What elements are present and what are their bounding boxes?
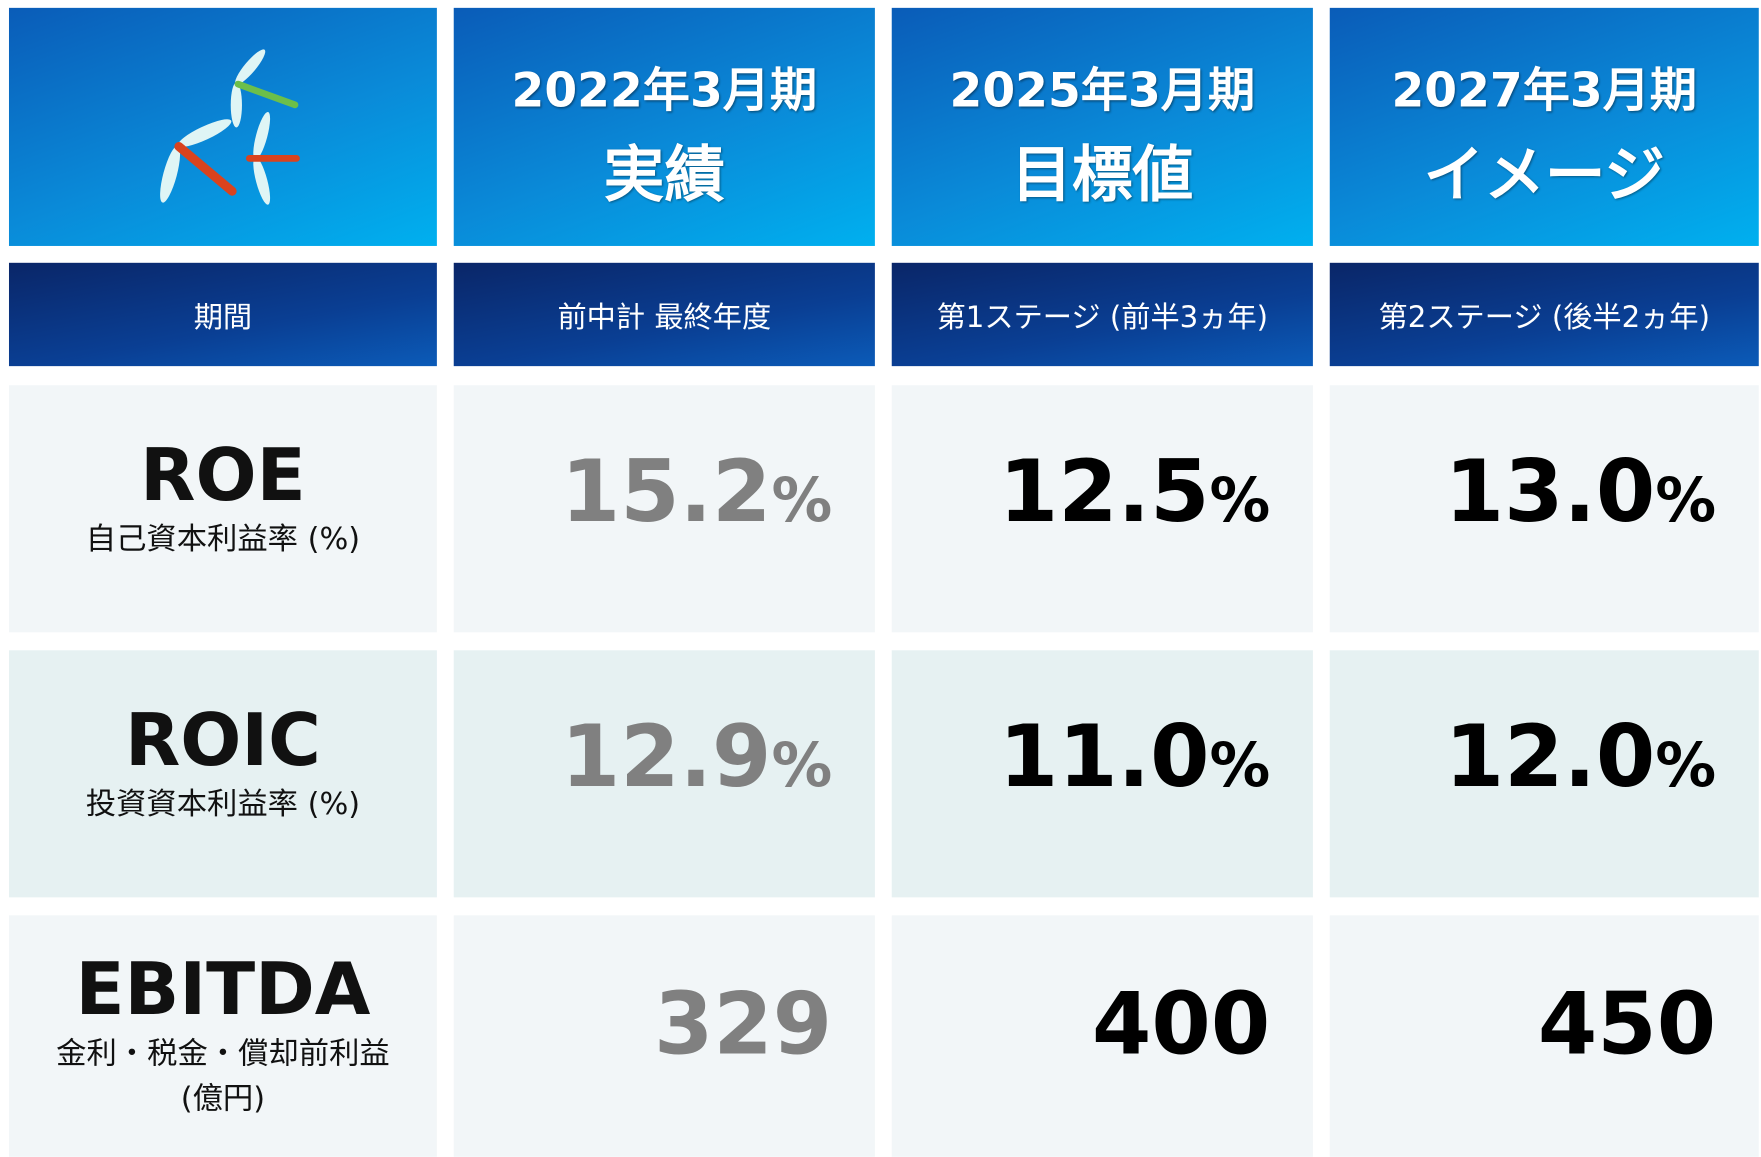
metric-value: 15.2 [560, 441, 772, 542]
metric-value: 400 [1092, 973, 1271, 1074]
icon-cell [8, 7, 437, 246]
metric-value-cell: 450 [1329, 915, 1759, 1157]
metric-unit: % [1655, 464, 1717, 536]
metric-value-cell: 15.2% [453, 385, 875, 633]
row-label-cell: EBITDA 金利・税金・償却前利益 (億円) [8, 915, 437, 1157]
period-value: 前中計 最終年度 [453, 262, 875, 367]
column-title: 目標値 [1011, 139, 1194, 211]
column-header: 2025年3月期目標値 [891, 7, 1313, 246]
metric-description: 金利・税金・償却前利益 (億円) [56, 1036, 390, 1117]
column-title: 実績 [603, 139, 725, 211]
metric-value-cell: 400 [891, 915, 1313, 1157]
dragonfly-icon [160, 49, 300, 205]
metric-value: 11.0 [998, 706, 1210, 807]
period-value: 第2ステージ (後半2ヵ年) [1329, 262, 1759, 367]
metric-value: 12.9 [560, 706, 772, 807]
period-label: 期間 [8, 262, 437, 367]
metric-value-cell: 12.0% [1329, 650, 1759, 898]
metric-unit: % [771, 464, 833, 536]
metric-value: 12.5 [998, 441, 1210, 542]
metric-value-cell: 329 [453, 915, 875, 1157]
metric-value-cell: 12.9% [453, 650, 875, 898]
column-header: 2027年3月期イメージ [1329, 7, 1759, 246]
metric-name: ROE [140, 434, 306, 518]
column-year: 2022年3月期 [511, 62, 818, 118]
column-header: 2022年3月期実績 [453, 7, 875, 246]
metric-description: 投資資本利益率 (%) [85, 787, 361, 823]
metric-unit: % [1655, 730, 1717, 801]
column-year: 2027年3月期 [1391, 62, 1698, 118]
metric-name: ROIC [124, 699, 321, 783]
metric-value-cell: 13.0% [1329, 385, 1759, 633]
column-title: イメージ [1423, 139, 1665, 211]
metric-name: EBITDA [75, 949, 371, 1033]
metric-value-cell: 11.0% [891, 650, 1313, 898]
metric-value: 329 [654, 973, 833, 1074]
metric-unit: % [771, 730, 833, 801]
metric-description: 自己資本利益率 (%) [85, 522, 361, 558]
row-label-cell: ROIC 投資資本利益率 (%) [8, 650, 437, 898]
metric-value-cell: 12.5% [891, 385, 1313, 633]
metric-value: 450 [1537, 973, 1717, 1074]
row-label-cell: ROE 自己資本利益率 (%) [8, 385, 437, 633]
column-year: 2025年3月期 [949, 62, 1256, 118]
metric-value: 12.0 [1444, 706, 1656, 807]
metric-value: 13.0 [1444, 441, 1656, 542]
metric-unit: % [1209, 464, 1271, 536]
metric-unit: % [1209, 730, 1271, 801]
period-value: 第1ステージ (前半3ヵ年) [891, 262, 1313, 367]
